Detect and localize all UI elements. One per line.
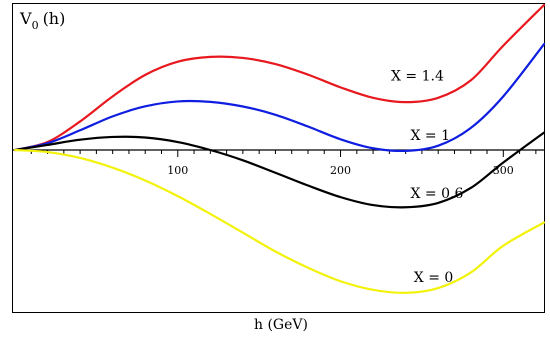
curve-label: X = 1.4 <box>391 68 444 84</box>
series-line-2 <box>13 43 546 153</box>
plot-frame <box>12 3 545 313</box>
x-axis: 100 200 300 <box>12 149 545 177</box>
x-tick-label: 100 <box>167 164 188 177</box>
y-axis-label-main: V <box>19 9 32 28</box>
y-axis-label-argument: (h) <box>43 9 66 28</box>
curve-label: X = 0.6 <box>411 186 464 202</box>
y-axis-label: V0 (h) <box>19 9 65 32</box>
series-line-3 <box>13 131 546 209</box>
x-axis-label: h (GeV) <box>254 317 308 333</box>
series-curves <box>13 3 546 294</box>
x-tick-label: 300 <box>493 164 514 177</box>
y-axis-label-subscript: 0 <box>32 19 39 32</box>
series-line-4 <box>13 148 546 294</box>
curve-label: X = 1 <box>411 128 451 144</box>
curve-labels: X = 1.4 X = 1 X = 0.6 X = 0 <box>391 68 463 286</box>
curve-label: X = 0 <box>414 270 454 286</box>
series-line-1 <box>13 3 546 152</box>
x-tick-label: 200 <box>330 164 351 177</box>
